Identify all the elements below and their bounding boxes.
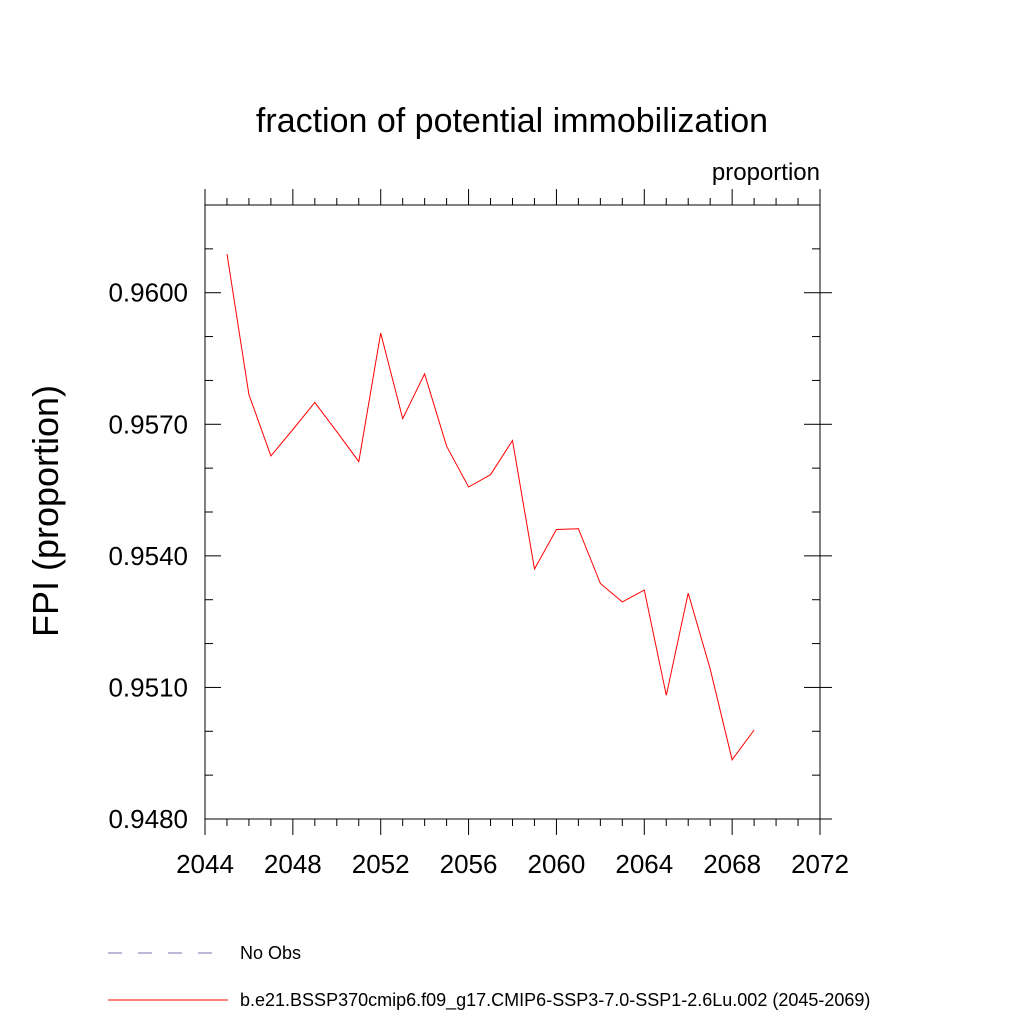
x-tick-label: 2048 [264, 849, 322, 879]
x-tick-label: 2072 [791, 849, 849, 879]
x-tick-label: 2060 [528, 849, 586, 879]
y-tick-label: 0.9510 [108, 672, 188, 702]
plot-frame [204, 204, 821, 820]
series-layer [226, 254, 755, 761]
units-label: proportion [712, 159, 820, 186]
y-tick-label: 0.9480 [108, 804, 188, 834]
x-tick-label: 2052 [352, 849, 410, 879]
legend: No Obs b.e21.BSSP370cmip6.f09_g17.CMIP6-… [108, 943, 870, 1011]
y-tick-label: 0.9570 [108, 409, 188, 439]
y-tick-label: 0.9540 [108, 541, 188, 571]
x-tick-label: 2056 [440, 849, 498, 879]
y-tick-label: 0.9600 [108, 278, 188, 308]
x-tick-label: 2068 [703, 849, 761, 879]
chart-title: fraction of potential immobilization [256, 102, 768, 140]
y-axis-label: FPI (proportion) [25, 385, 66, 637]
axis-tick-labels: 2044 2048 2052 2056 2060 2064 2068 2072 0.9480 0.… [108, 278, 848, 879]
axis-ticks [204, 189, 832, 835]
legend-label-model-run: b.e21.BSSP370cmip6.f09_g17.CMIP6-SSP3-7.… [240, 990, 870, 1011]
x-tick-label: 2044 [176, 849, 234, 879]
series-line [226, 254, 755, 761]
x-tick-label: 2064 [615, 849, 673, 879]
legend-label-no-obs: No Obs [240, 943, 301, 963]
